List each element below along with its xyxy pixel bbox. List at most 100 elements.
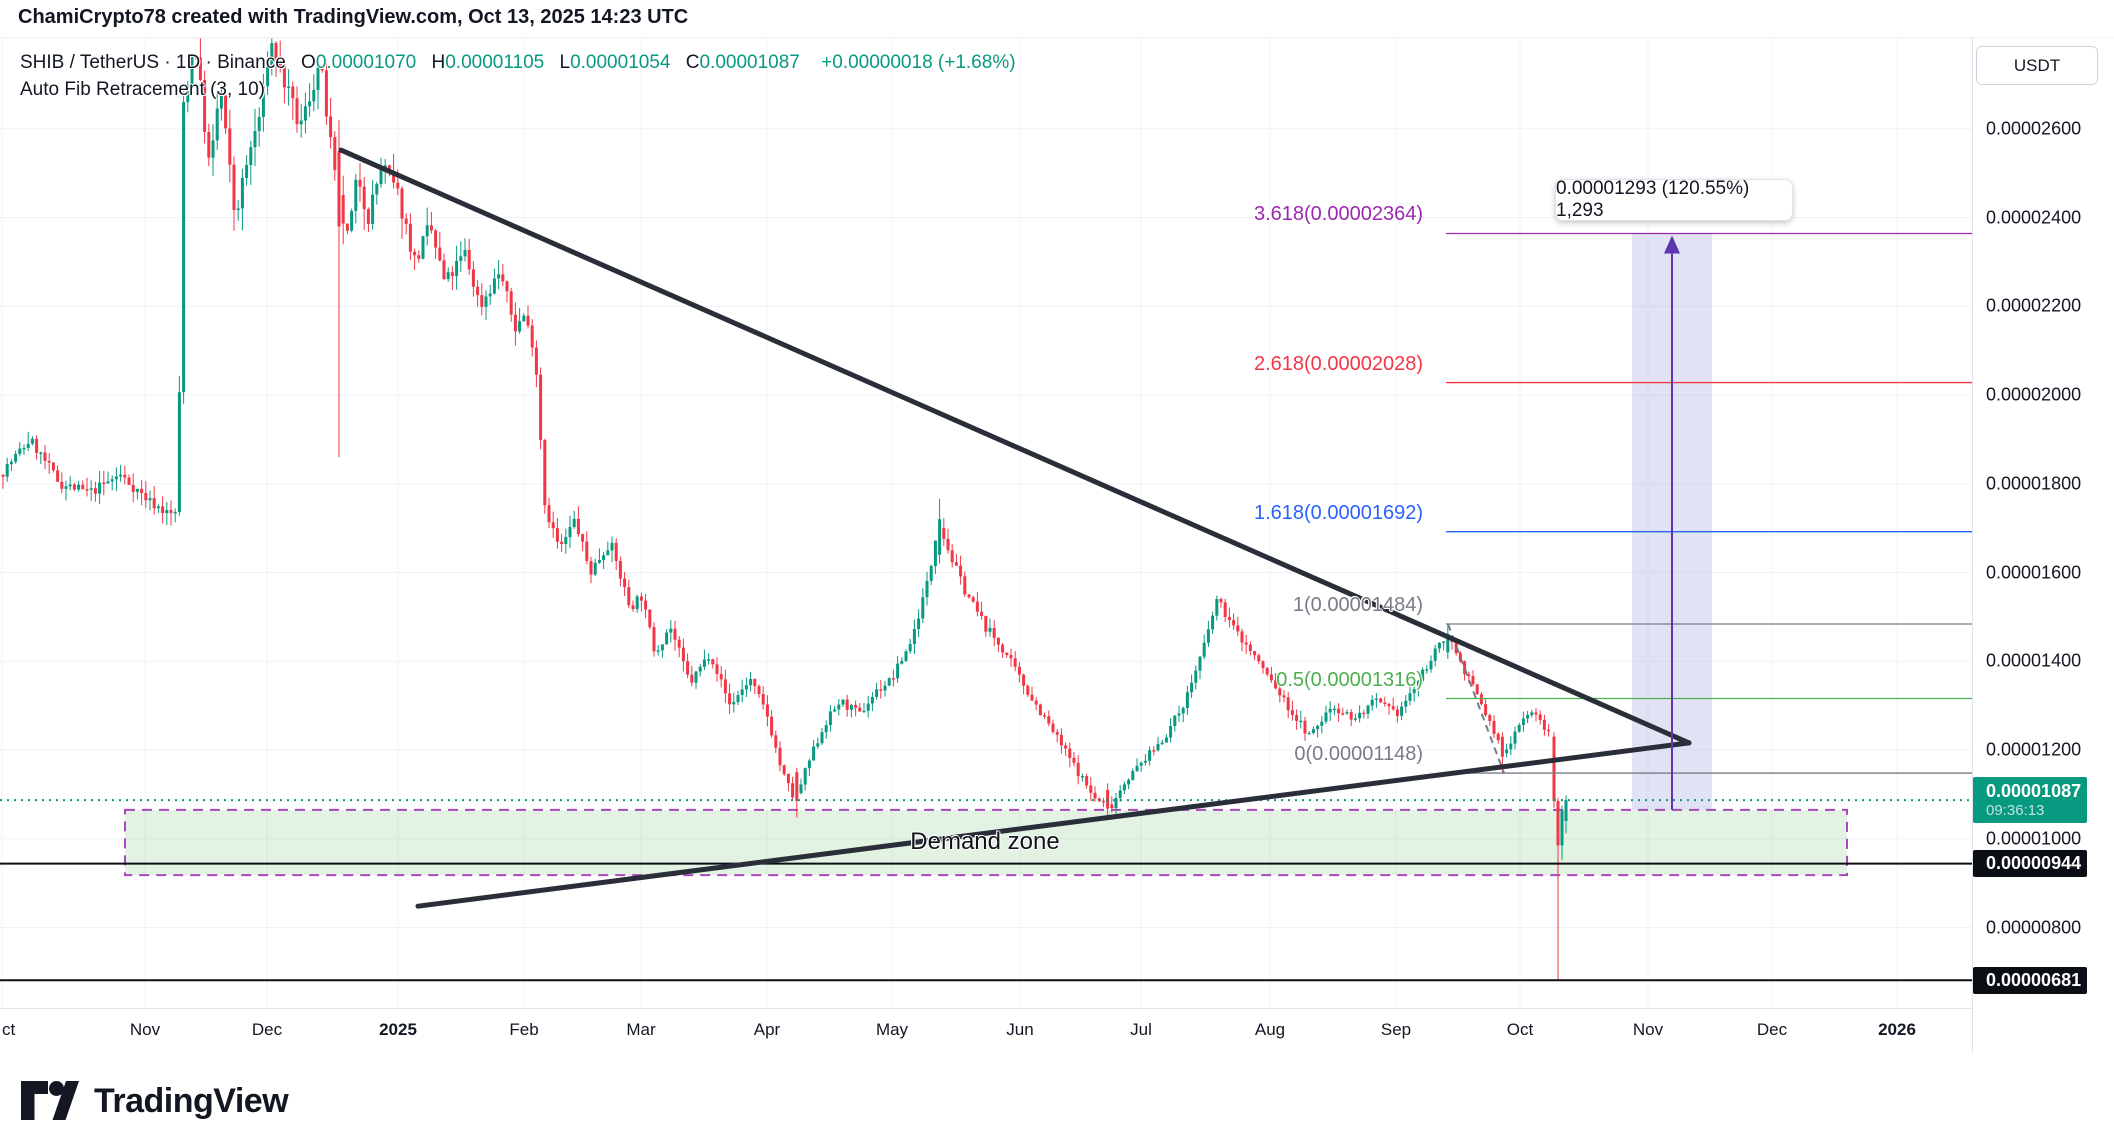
candle-body xyxy=(35,438,39,453)
candle-body xyxy=(1408,693,1412,701)
time-axis[interactable]: ct Nov Dec 2025 Feb Mar Apr May Jun Jul Aug Sep Oct N… xyxy=(0,1008,2114,1054)
candle-body xyxy=(904,651,908,661)
candle-body xyxy=(547,505,551,523)
time-axis-label: Dec xyxy=(1756,1020,1788,1039)
candle-body xyxy=(576,518,580,535)
candle-body xyxy=(560,541,564,545)
price-change: +0.00000018 (+1.68%) xyxy=(821,52,1016,73)
candle-body xyxy=(505,281,509,292)
candle-body xyxy=(484,296,488,307)
candle-body xyxy=(740,689,744,696)
candle-body xyxy=(1001,644,1005,653)
candle-body xyxy=(870,696,874,704)
fib-retracement-lines[interactable] xyxy=(1446,232,1972,774)
candle-body xyxy=(228,128,232,165)
candle-body xyxy=(161,506,165,514)
candle-body xyxy=(102,482,106,485)
candle-body xyxy=(1496,733,1500,741)
candle-body xyxy=(938,519,942,555)
chart-legend[interactable]: SHIB / TetherUS · 1D · Binance O0.000010… xyxy=(20,52,1016,101)
candle-body xyxy=(1043,715,1047,717)
key-level-badge: 0.00000681 xyxy=(1973,966,2087,994)
candle-body xyxy=(1316,725,1320,730)
currency-toggle-button[interactable]: USDT xyxy=(1976,46,2098,85)
candle-body xyxy=(564,537,568,545)
candle-body xyxy=(442,260,446,280)
candle-body xyxy=(72,484,76,490)
candle-body xyxy=(530,325,534,348)
candle-body xyxy=(1072,757,1076,763)
candle-body xyxy=(1202,642,1206,657)
candle-body xyxy=(1311,729,1315,734)
candle-body xyxy=(849,704,853,710)
candle-body xyxy=(770,716,774,736)
candle-body xyxy=(198,57,202,81)
fib-level-label: 0.5(0.00001316) xyxy=(1276,668,1423,691)
bar-countdown: 09:36:13 xyxy=(1986,802,2045,820)
candle-body xyxy=(47,460,51,463)
candle-body xyxy=(1345,712,1349,714)
candle-body xyxy=(312,89,316,102)
candle-body xyxy=(757,686,761,695)
price-tick-label: 0.00002600 xyxy=(1986,118,2082,139)
candle-body xyxy=(1177,713,1181,716)
candle-body xyxy=(912,628,916,645)
fib-extension-tooltip: 0.00001293 (120.55%) 1,293 xyxy=(1555,178,1793,221)
candle-body xyxy=(1127,779,1131,785)
candle-body xyxy=(1370,699,1374,706)
ohlc-low: L0.00001054 xyxy=(559,52,671,73)
candle-body xyxy=(1556,801,1560,846)
candle-body xyxy=(1278,688,1282,696)
price-axis[interactable]: USDT 0.00002600 0.00002400 0.00002200 0.000… xyxy=(1972,38,2114,1053)
candle-body xyxy=(711,659,715,665)
arrow-up-icon xyxy=(1664,235,1680,254)
ascending-trendline[interactable] xyxy=(415,740,1692,909)
symbol-title[interactable]: SHIB / TetherUS · 1D · Binance xyxy=(20,52,286,73)
descending-trendline[interactable] xyxy=(338,147,1692,746)
fib-baseline[interactable] xyxy=(1447,623,1505,774)
candle-body xyxy=(950,550,954,563)
candle-body xyxy=(26,443,30,448)
candle-body xyxy=(614,542,618,561)
time-axis-label: Oct xyxy=(1506,1020,1534,1039)
candle-body xyxy=(690,674,694,683)
candle-body xyxy=(1421,669,1425,681)
candle-body xyxy=(996,637,1000,645)
tradingview-logo[interactable]: TradingView xyxy=(20,1080,289,1122)
candle-body xyxy=(1274,680,1278,689)
candle-body xyxy=(350,210,354,231)
candle-body xyxy=(824,725,828,733)
time-axis-label: Sep xyxy=(1380,1020,1412,1039)
candle-body xyxy=(60,481,64,489)
candle-body xyxy=(1299,720,1303,723)
time-axis-label: Aug xyxy=(1254,1020,1286,1039)
candle-body xyxy=(534,347,538,375)
candle-body xyxy=(1257,655,1261,662)
candle-body xyxy=(702,659,706,667)
candle-body xyxy=(1488,715,1492,722)
candle-body xyxy=(249,147,253,165)
candle-body xyxy=(732,702,736,705)
symbol-line[interactable]: SHIB / TetherUS · 1D · Binance O0.000010… xyxy=(20,52,1016,74)
plot-area[interactable] xyxy=(0,24,1972,1008)
candle-body xyxy=(215,108,219,141)
candle-body xyxy=(425,225,429,237)
candle-body xyxy=(287,86,291,88)
candle-body xyxy=(186,86,190,103)
candle-body xyxy=(942,527,946,539)
candle-body xyxy=(261,86,265,118)
candle-body xyxy=(929,565,933,581)
last-price-value: 0.00001087 xyxy=(1986,781,2082,802)
candle-body xyxy=(959,565,963,577)
candle-body xyxy=(1206,629,1210,643)
candle-body xyxy=(43,452,47,461)
candle-body xyxy=(921,597,925,619)
price-tick-label: 0.00002000 xyxy=(1986,384,2082,405)
candle-body xyxy=(1534,712,1538,715)
candle-body xyxy=(795,772,799,802)
candle-body xyxy=(51,462,55,471)
indicator-legend[interactable]: Auto Fib Retracement (3, 10) xyxy=(20,79,265,100)
candlestick-series[interactable] xyxy=(1,24,1568,981)
candle-body xyxy=(971,597,975,602)
